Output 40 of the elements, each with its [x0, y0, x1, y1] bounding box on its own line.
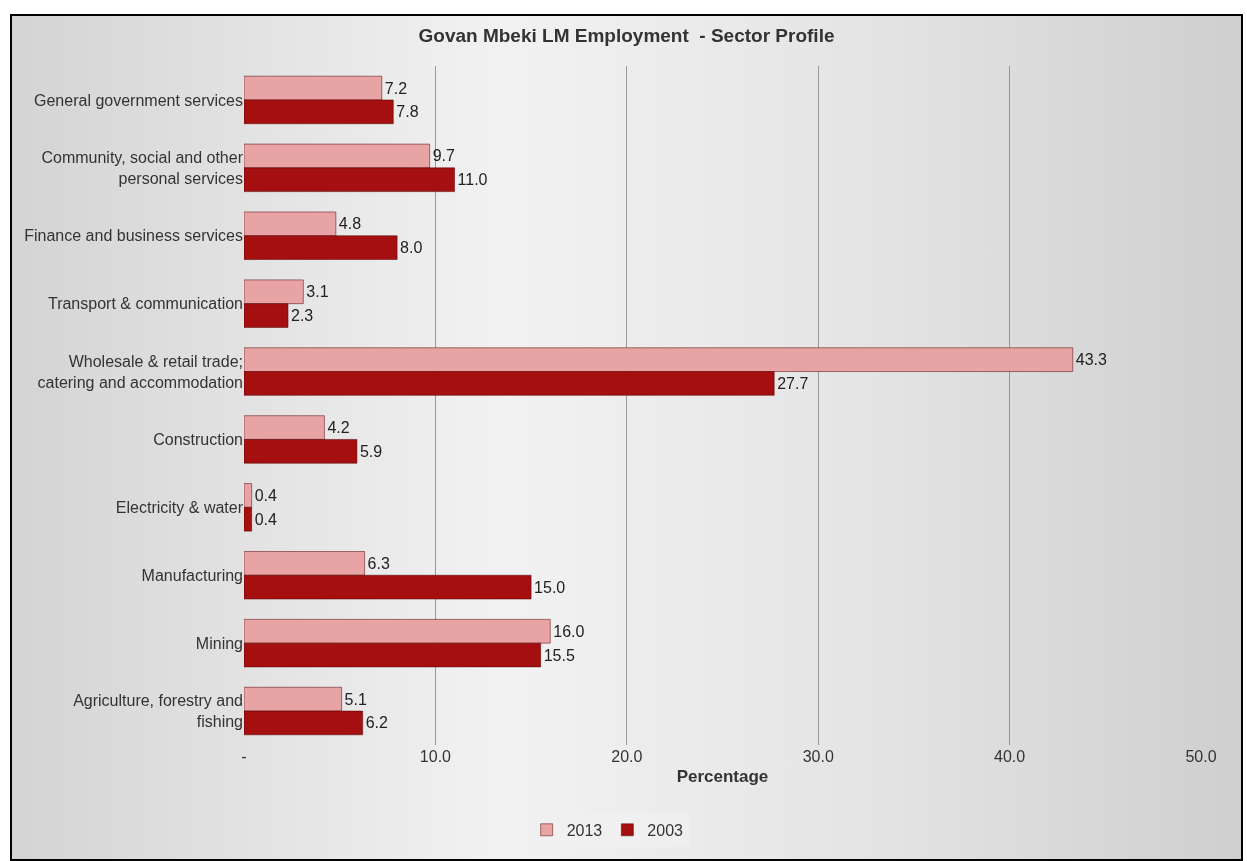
data-label: 7.8: [396, 103, 419, 121]
data-label: 43.3: [1075, 351, 1107, 369]
data-label: 27.7: [777, 374, 809, 392]
data-label: 2.3: [291, 307, 314, 325]
x-tick-label: -: [241, 748, 247, 765]
y-tick-label: Finance and business services: [24, 227, 243, 245]
y-tick-label: Mining: [195, 634, 243, 652]
data-label: 16.0: [553, 622, 585, 640]
y-tick-label: Manufacturing: [141, 566, 243, 584]
data-label: 6.2: [365, 714, 389, 732]
y-tick-label: Wholesale & retail trade; catering and accommodation: [37, 352, 243, 391]
y-tick-label: Agriculture, forestry and fishing: [73, 692, 243, 731]
data-label: 11.0: [457, 171, 488, 189]
y-tick-label: Electricity & water: [115, 498, 244, 516]
data-label: 3.1: [306, 283, 329, 301]
data-label: 5.9: [359, 442, 383, 460]
data-label: 8.0: [400, 239, 423, 257]
data-label: 15.0: [534, 578, 566, 596]
x-tick-label: 30.0: [802, 748, 834, 765]
y-tick-label: Transport & communication: [47, 295, 243, 313]
data-label: 15.5: [543, 646, 575, 664]
x-tick-label: 20.0: [611, 748, 643, 765]
data-label: 9.7: [432, 147, 455, 165]
data-label: 0.4: [254, 510, 277, 528]
legend-label: 2003: [647, 822, 684, 840]
x-axis-title: Percentage: [676, 767, 769, 787]
x-tick-label: 10.0: [419, 748, 452, 765]
data-label: 5.1: [344, 690, 367, 708]
data-label: 0.4: [254, 486, 277, 504]
legend-label: 2013: [566, 822, 603, 840]
data-label: 4.2: [327, 419, 350, 437]
y-tick-label: Construction: [153, 431, 243, 449]
chart-title: Govan Mbeki LM Employment - Sector Profile: [418, 24, 835, 46]
data-label: 4.8: [338, 215, 362, 233]
data-label: 7.2: [384, 79, 408, 97]
x-tick-label: 40.0: [994, 748, 1026, 765]
y-tick-label: General government services: [34, 91, 243, 109]
y-tick-label: Community, social and other personal services: [41, 149, 244, 187]
x-tick-label: 50.0: [1185, 748, 1217, 765]
data-label: 6.3: [367, 554, 390, 572]
